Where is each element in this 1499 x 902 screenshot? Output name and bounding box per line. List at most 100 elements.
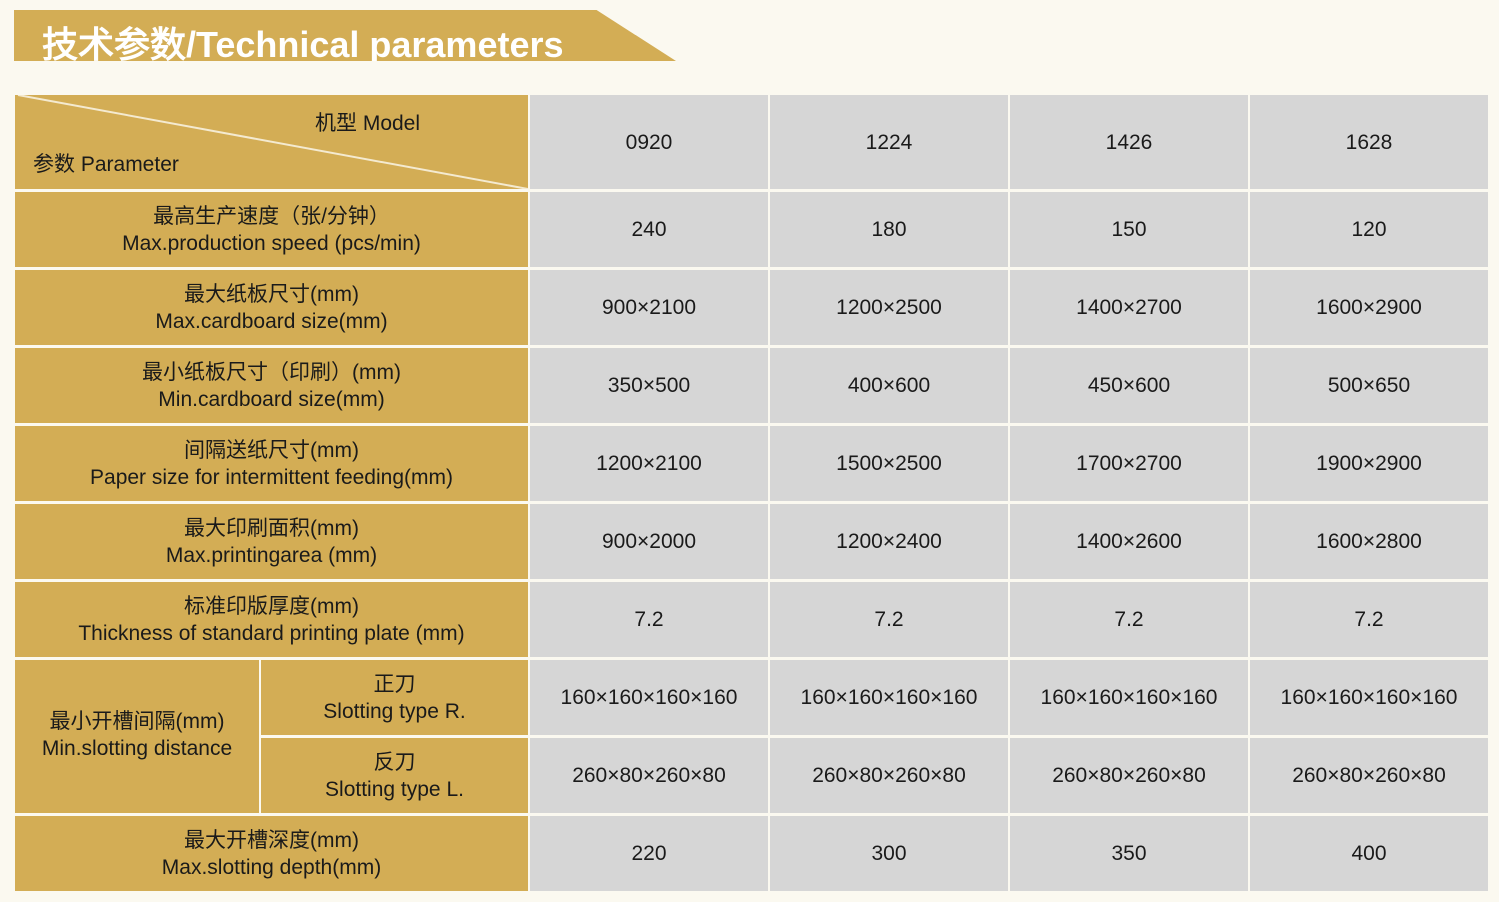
model-header-cell: 0920 xyxy=(530,95,768,189)
value: 1200×2400 xyxy=(836,530,942,553)
value-cell: 1600×2800 xyxy=(1250,504,1488,579)
value-cell: 1600×2900 xyxy=(1250,270,1488,345)
value-cell: 160×160×160×160 xyxy=(1250,660,1488,735)
value: 1400×2600 xyxy=(1076,530,1182,553)
value: 7.2 xyxy=(874,608,904,631)
value: 1900×2900 xyxy=(1316,452,1422,475)
slotting-type-cn: 反刀 xyxy=(373,750,416,774)
value: 260×80×260×80 xyxy=(1052,764,1206,787)
value: 900×2100 xyxy=(601,296,697,319)
value: 7.2 xyxy=(1114,608,1144,631)
value-cell: 300 xyxy=(770,816,1008,891)
model-name: 1224 xyxy=(865,130,913,154)
value: 220 xyxy=(631,842,667,865)
value: 350 xyxy=(1111,842,1147,865)
header-corner-cell: 机型 Model 参数 Parameter xyxy=(15,95,528,189)
value: 1600×2900 xyxy=(1316,296,1422,319)
model-name: 1426 xyxy=(1105,130,1153,154)
value: 1400×2700 xyxy=(1076,296,1182,319)
model-name: 0920 xyxy=(625,130,673,154)
value-cell: 240 xyxy=(530,192,768,267)
value: 160×160×160×160 xyxy=(1280,686,1458,709)
value-cell: 1200×2100 xyxy=(530,426,768,501)
parameter-cn: 间隔送纸尺寸(mm) xyxy=(184,438,359,462)
value: 500×650 xyxy=(1327,374,1411,397)
value-cell: 1500×2500 xyxy=(770,426,1008,501)
value-cell: 900×2000 xyxy=(530,504,768,579)
value: 160×160×160×160 xyxy=(560,686,738,709)
value: 160×160×160×160 xyxy=(800,686,978,709)
parameter-cn: 标准印版厚度(mm) xyxy=(184,594,359,618)
value: 1600×2800 xyxy=(1316,530,1422,553)
value: 260×80×260×80 xyxy=(812,764,966,787)
slotting-type-en: Slotting type L. xyxy=(325,777,464,801)
value: 900×2000 xyxy=(601,530,697,553)
value-cell: 1400×2700 xyxy=(1010,270,1248,345)
parameter-cn: 最大开槽深度(mm) xyxy=(184,828,359,852)
value-cell: 500×650 xyxy=(1250,348,1488,423)
parameter-en: Max.cardboard size(mm) xyxy=(155,309,388,333)
parameter-en: Min.cardboard size(mm) xyxy=(158,387,385,411)
slotting-type-en: Slotting type R. xyxy=(323,699,466,723)
value-cell: 7.2 xyxy=(530,582,768,657)
value-cell: 160×160×160×160 xyxy=(770,660,1008,735)
model-name: 1628 xyxy=(1345,130,1393,154)
value-cell: 7.2 xyxy=(770,582,1008,657)
parameter-en: Max.slotting depth(mm) xyxy=(161,855,382,879)
value: 1200×2100 xyxy=(596,452,702,475)
value: 260×80×260×80 xyxy=(1292,764,1446,787)
value: 1500×2500 xyxy=(836,452,942,475)
value: 240 xyxy=(631,218,667,241)
value: 400 xyxy=(1351,842,1387,865)
value-cell: 1900×2900 xyxy=(1250,426,1488,501)
value-cell: 7.2 xyxy=(1010,582,1248,657)
value: 180 xyxy=(871,218,907,241)
value-cell: 120 xyxy=(1250,192,1488,267)
value-cell: 450×600 xyxy=(1010,348,1248,423)
slotting-label-cell: 最小开槽间隔(mm) Min.slotting distance xyxy=(15,660,259,813)
value-cell: 1200×2400 xyxy=(770,504,1008,579)
value: 350×500 xyxy=(607,374,691,397)
parameter-label-cell: 最高生产速度（张/分钟） Max.production speed (pcs/mi… xyxy=(15,192,528,267)
value: 1700×2700 xyxy=(1076,452,1182,475)
value-cell: 900×2100 xyxy=(530,270,768,345)
value-cell: 260×80×260×80 xyxy=(530,738,768,813)
title-banner: 技术参数/Technical parameters xyxy=(14,10,676,61)
parameter-label-cell: 最小纸板尺寸（印刷）(mm) Min.cardboard size(mm) xyxy=(15,348,528,423)
parameter-cn: 最大印刷面积(mm) xyxy=(184,516,359,540)
value-cell: 220 xyxy=(530,816,768,891)
parameter-label-cell: 最大纸板尺寸(mm) Max.cardboard size(mm) xyxy=(15,270,528,345)
parameter-cn: 最小开槽间隔(mm) xyxy=(49,710,225,733)
parameter-label-cell: 最大印刷面积(mm) Max.printingarea (mm) xyxy=(15,504,528,579)
diagonal-divider xyxy=(17,95,528,189)
parameter-label: 参数 Parameter xyxy=(33,153,179,176)
parameter-cn: 最高生产速度（张/分钟） xyxy=(153,204,390,228)
value: 1200×2500 xyxy=(836,296,942,319)
slotting-type-cell: 正刀 Slotting type R. xyxy=(261,660,528,735)
model-header-cell: 1426 xyxy=(1010,95,1248,189)
value-cell: 1200×2500 xyxy=(770,270,1008,345)
parameter-cn: 最大纸板尺寸(mm) xyxy=(184,282,359,306)
value-cell: 400 xyxy=(1250,816,1488,891)
value-cell: 400×600 xyxy=(770,348,1008,423)
value-cell: 260×80×260×80 xyxy=(1250,738,1488,813)
value: 260×80×260×80 xyxy=(572,764,726,787)
parameters-table: 机型 Model 参数 Parameter 0920 1224 1426 1628 最高… xyxy=(15,95,1488,891)
value-cell: 160×160×160×160 xyxy=(1010,660,1248,735)
value: 400×600 xyxy=(847,374,931,397)
page-title: 技术参数/Technical parameters xyxy=(42,24,564,65)
parameter-en: Thickness of standard printing plate (mm… xyxy=(78,621,465,645)
model-header-cell: 1224 xyxy=(770,95,1008,189)
value-cell: 350×500 xyxy=(530,348,768,423)
value: 300 xyxy=(871,842,907,865)
value: 160×160×160×160 xyxy=(1040,686,1218,709)
value-cell: 150 xyxy=(1010,192,1248,267)
value-cell: 180 xyxy=(770,192,1008,267)
parameter-label-cell: 最大开槽深度(mm) Max.slotting depth(mm) xyxy=(15,816,528,891)
value-cell: 1400×2600 xyxy=(1010,504,1248,579)
parameter-en: Paper size for intermittent feeding(mm) xyxy=(90,465,453,489)
value-cell: 350 xyxy=(1010,816,1248,891)
value-cell: 1700×2700 xyxy=(1010,426,1248,501)
value: 7.2 xyxy=(1354,608,1384,631)
value-cell: 160×160×160×160 xyxy=(530,660,768,735)
